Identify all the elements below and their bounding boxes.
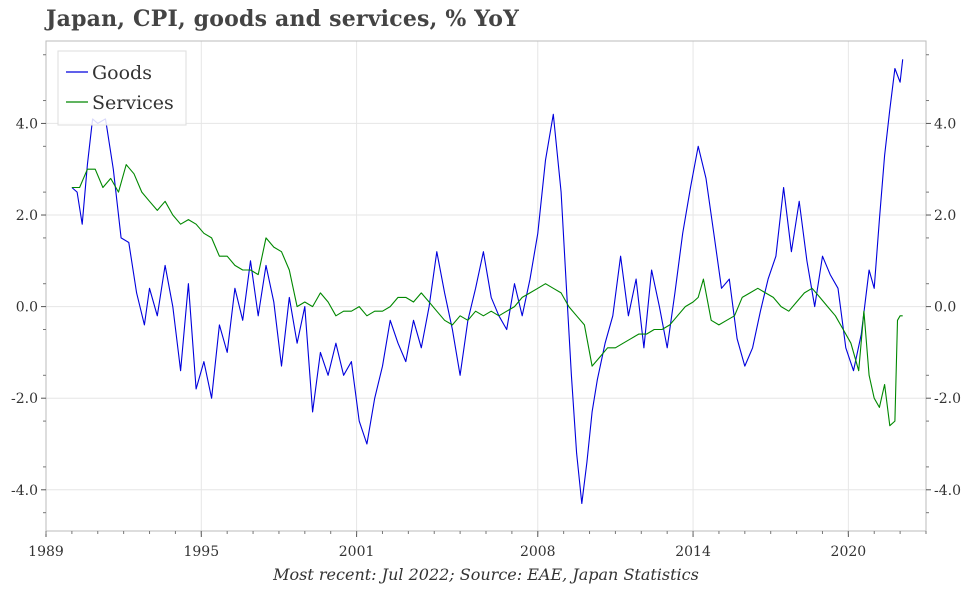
y-tick-label-right: -4.0 xyxy=(934,483,961,499)
chart-title: Japan, CPI, goods and services, % YoY xyxy=(46,6,520,32)
legend-label-services: Services xyxy=(92,92,174,114)
series-line-goods xyxy=(71,59,904,505)
x-tick-label: 1989 xyxy=(28,544,64,560)
x-tick-label: 2008 xyxy=(520,544,556,560)
y-axis-left: -4.0 -2.0 0.0 2.0 4.0 xyxy=(11,54,46,514)
source-note: Most recent: Jul 2022; Source: EAE, Japa… xyxy=(273,565,699,584)
series-layer xyxy=(71,59,904,505)
y-tick-label-right: 0.0 xyxy=(934,300,956,316)
y-tick-label-right: 2.0 xyxy=(934,208,956,224)
legend-box xyxy=(57,50,187,126)
y-tick-label-left: -2.0 xyxy=(11,391,38,407)
y-tick-label-left: 4.0 xyxy=(16,116,38,132)
x-axis: 1989 1995 2001 2008 2014 2020 xyxy=(28,531,927,560)
y-tick-label-left: 0.0 xyxy=(16,300,38,316)
y-tick-label-right: 4.0 xyxy=(934,116,956,132)
grid xyxy=(45,41,926,531)
x-tick-label: 2014 xyxy=(675,544,711,560)
x-tick-label: 1995 xyxy=(183,544,219,560)
y-axis-right: -4.0 -2.0 0.0 2.0 4.0 xyxy=(926,54,961,514)
x-tick-label: 2001 xyxy=(339,544,375,560)
y-tick-label-left: 2.0 xyxy=(16,208,38,224)
legend: Goods Services xyxy=(57,50,187,126)
y-tick-label-left: -4.0 xyxy=(11,483,38,499)
legend-label-goods: Goods xyxy=(92,62,152,84)
y-tick-label-right: -2.0 xyxy=(934,391,961,407)
series-line-services xyxy=(71,164,903,427)
x-tick-label: 2020 xyxy=(831,544,867,560)
